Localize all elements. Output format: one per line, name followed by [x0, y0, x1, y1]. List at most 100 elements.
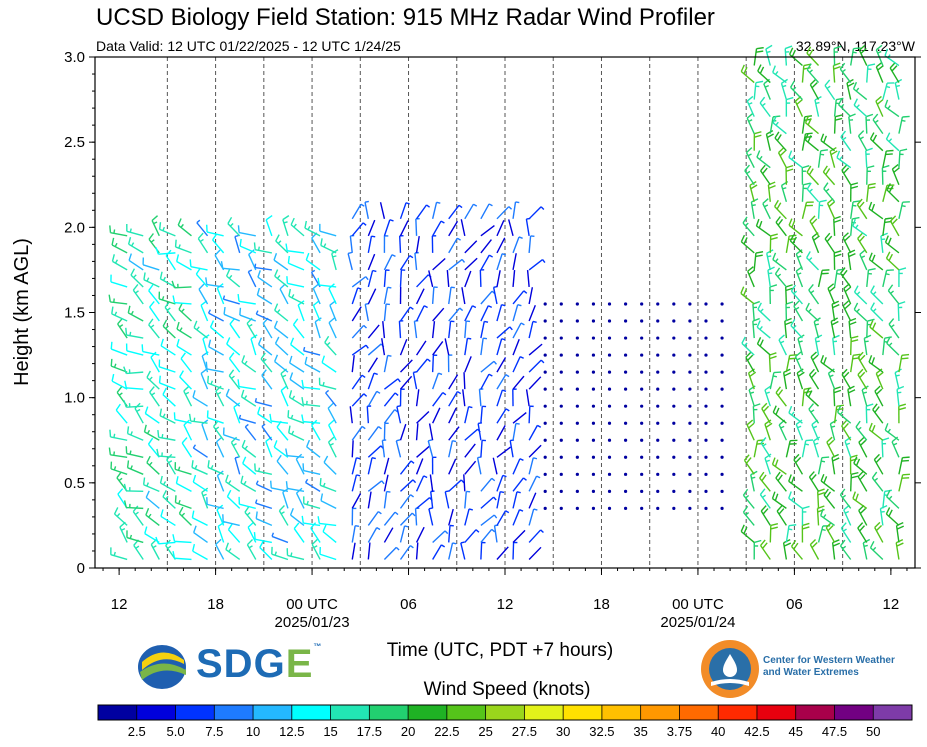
- wind-barb-feather: [740, 524, 745, 532]
- wind-barb-staff: [857, 476, 868, 492]
- wind-barb: [399, 525, 409, 543]
- wind-barb-staff: [148, 324, 160, 339]
- wind-barb-staff: [149, 391, 160, 407]
- wind-barb-staff: [886, 342, 900, 356]
- calm-dot: [656, 370, 660, 374]
- wind-barb-feather: [127, 305, 131, 314]
- wind-barb: [775, 386, 787, 407]
- wind-barb-staff: [160, 515, 176, 527]
- wind-barb: [432, 307, 445, 322]
- wind-barb-staff: [174, 301, 192, 305]
- wind-barb-staff: [857, 527, 868, 543]
- wind-barb-half-feather: [459, 307, 464, 312]
- calm-dot: [543, 404, 547, 408]
- wind-barb-staff: [150, 356, 160, 373]
- calm-dot: [656, 506, 660, 510]
- wind-barb: [753, 131, 762, 151]
- wind-barb-staff: [512, 322, 522, 339]
- wind-barb-staff: [806, 52, 820, 66]
- wind-barb-half-feather: [146, 277, 150, 282]
- wind-barb: [383, 303, 390, 322]
- wind-barb-half-feather: [815, 101, 820, 105]
- wind-barb-staff: [808, 476, 820, 492]
- wind-barb-feather: [802, 526, 810, 530]
- wind-barb-staff: [110, 301, 128, 305]
- calm-dot: [623, 421, 628, 425]
- wind-barb-staff: [837, 411, 852, 424]
- wind-barb: [254, 398, 273, 407]
- wind-barb: [151, 215, 160, 237]
- calm-dot: [575, 404, 579, 408]
- wind-barb: [416, 445, 430, 458]
- wind-barb-half-feather: [533, 508, 538, 511]
- wind-barb: [238, 496, 256, 510]
- wind-barb: [447, 354, 453, 373]
- wind-barb: [415, 305, 428, 322]
- wind-barb: [351, 222, 367, 237]
- wind-barb: [127, 305, 144, 322]
- calm-dot: [575, 472, 579, 476]
- wind-barb-staff: [180, 358, 193, 373]
- wind-barb-feather: [771, 457, 776, 465]
- wind-barb: [512, 509, 524, 526]
- wind-barb: [174, 495, 192, 510]
- wind-barb: [279, 283, 289, 305]
- wind-barb: [460, 219, 466, 236]
- wind-barb: [255, 511, 273, 527]
- wind-barb-staff: [244, 426, 257, 441]
- wind-barb: [351, 374, 366, 390]
- wind-barb-half-feather: [196, 219, 201, 224]
- wind-barb: [351, 344, 369, 356]
- calm-dot: [720, 489, 724, 493]
- wind-barb: [193, 525, 208, 544]
- wind-barb: [804, 132, 819, 152]
- wind-barb: [528, 206, 545, 220]
- wind-barb-staff: [429, 474, 434, 492]
- wind-barb-staff: [176, 260, 192, 271]
- wind-barb-staff: [175, 468, 192, 475]
- wind-barb-feather: [828, 201, 835, 208]
- wind-barb: [512, 201, 520, 219]
- wind-barb: [253, 532, 272, 544]
- wind-barb-half-feather: [505, 408, 510, 412]
- wind-barb: [269, 413, 289, 424]
- wind-barb: [415, 475, 428, 492]
- wind-barb-feather: [831, 320, 839, 326]
- wind-barb-staff: [183, 424, 193, 441]
- wind-barb-feather: [888, 253, 893, 262]
- wind-barb-half-feather: [371, 235, 376, 238]
- wind-barb-half-feather: [306, 500, 309, 505]
- wind-barb-staff: [415, 235, 420, 253]
- wind-barb-feather: [774, 493, 779, 501]
- wind-barb-staff: [806, 257, 820, 271]
- wind-barb-staff: [314, 321, 321, 339]
- wind-barb-feather: [864, 334, 872, 339]
- wind-barb-half-feather: [874, 119, 879, 124]
- wind-barb: [206, 224, 224, 237]
- wind-barb-feather: [874, 406, 880, 413]
- wind-barb-staff: [757, 308, 771, 322]
- wind-barb-half-feather: [248, 323, 253, 328]
- colorbar-tick-label: 15: [323, 724, 337, 739]
- wind-barb-staff: [216, 287, 225, 305]
- wind-barb: [496, 510, 510, 526]
- wind-barb-feather: [853, 456, 858, 464]
- wind-barb-feather: [886, 336, 891, 344]
- wind-barb-staff: [884, 106, 900, 118]
- wind-barb-feather: [223, 306, 226, 315]
- wind-barb-staff: [110, 468, 128, 475]
- wind-barb-feather: [228, 369, 235, 377]
- wind-barb-staff: [825, 527, 836, 543]
- wind-barb-feather: [902, 115, 910, 118]
- wind-barb-half-feather: [487, 305, 493, 309]
- wind-barb-staff: [383, 355, 389, 373]
- wind-barb-half-feather: [357, 287, 362, 290]
- wind-barb: [160, 509, 176, 527]
- wind-barb-half-feather: [347, 251, 353, 255]
- calm-dot: [704, 353, 708, 357]
- wind-barb-half-feather: [391, 254, 396, 258]
- wind-barb: [415, 218, 420, 236]
- wind-barb-staff: [512, 491, 518, 509]
- wind-barb: [833, 215, 842, 236]
- wind-barb: [123, 366, 144, 375]
